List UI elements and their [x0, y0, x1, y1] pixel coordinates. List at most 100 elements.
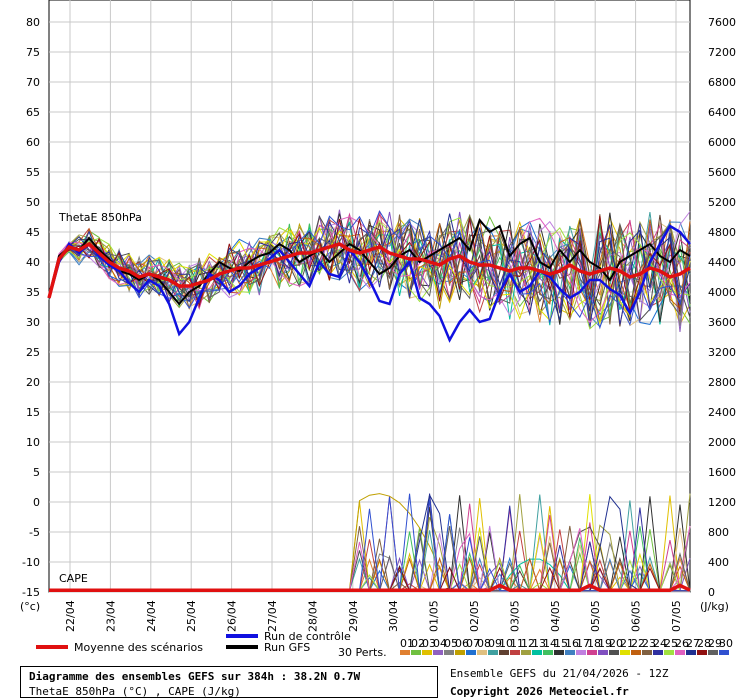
- pert-legend-swatch: [499, 650, 509, 655]
- right-axis-unit: (J/kg): [700, 600, 729, 613]
- pert-legend-swatch: [411, 650, 421, 655]
- legend-perts-label: 30 Perts.: [338, 646, 387, 659]
- pert-legend-number: 05: [444, 637, 458, 650]
- left-tick-label: 55: [26, 166, 40, 179]
- left-tick-label: 30: [26, 316, 40, 329]
- right-tick-label: 3600: [708, 316, 736, 329]
- pert-legend-swatch: [510, 650, 520, 655]
- pert-legend-number: 17: [576, 637, 590, 650]
- pert-legend-number: 29: [708, 637, 722, 650]
- footer-copyright: Copyright 2026 Meteociel.fr: [450, 685, 629, 698]
- left-tick-label: 45: [26, 226, 40, 239]
- x-tick-label: 22/04: [64, 600, 77, 632]
- x-tick-label: 06/05: [630, 600, 643, 632]
- pert-legend-number: 18: [587, 637, 601, 650]
- x-axis-ticks: 22/04 23/04 24/04 25/04 26/04 27/04 28/04 29/04…: [64, 600, 683, 632]
- pert-legend-number: 30: [719, 637, 733, 650]
- pert-legend-swatch: [631, 650, 641, 655]
- x-tick-label: 07/05: [670, 600, 683, 632]
- pert-legend-number: 28: [697, 637, 711, 650]
- left-tick-label: 65: [26, 106, 40, 119]
- left-tick-label: 15: [26, 406, 40, 419]
- pert-legend-number: 12: [521, 637, 535, 650]
- pert-line-22: [48, 219, 691, 310]
- right-axis-ticks: 7600720068006400600056005200480044004000…: [708, 16, 736, 599]
- right-tick-label: 2800: [708, 376, 736, 389]
- pert-legend-number: 25: [664, 637, 678, 650]
- footer-ensemble-run: Ensemble GEFS du 21/04/2026 - 12Z: [450, 667, 669, 680]
- x-tick-label: 03/05: [508, 600, 521, 632]
- left-tick-label: 60: [26, 136, 40, 149]
- left-axis-unit: (°c): [20, 600, 40, 613]
- pert-legend-swatch: [455, 650, 465, 655]
- pert-legend-number: 21: [620, 637, 634, 650]
- footer-info-box: Diagramme des ensembles GEFS sur 384h : …: [20, 666, 438, 698]
- right-tick-label: 800: [708, 526, 729, 539]
- right-tick-label: 5600: [708, 166, 736, 179]
- pert-legend-swatch: [675, 650, 685, 655]
- legend-gfs-label: Run GFS: [264, 641, 310, 654]
- cape-panel-label: CAPE: [59, 572, 88, 585]
- pert-legend-swatch: [620, 650, 630, 655]
- legend-mean-label: Moyenne des scénarios: [74, 641, 203, 654]
- left-tick-label: 70: [26, 76, 40, 89]
- footer-subtitle: ThetaE 850hPa (°C) , CAPE (J/kg): [29, 685, 241, 698]
- pert-legend-number: 08: [477, 637, 491, 650]
- pert-legend-number: 20: [609, 637, 623, 650]
- pert-legend-swatch: [488, 650, 498, 655]
- pert-legend-number: 09: [488, 637, 502, 650]
- left-tick-label: 25: [26, 346, 40, 359]
- ensemble-chart: 80757065605550454035302520151050-5-10-15…: [20, 0, 736, 659]
- pert-legend-number: 10: [499, 637, 513, 650]
- pert-line-30: [48, 210, 691, 330]
- pert-legend-number: 11: [510, 637, 524, 650]
- pert-legend-swatch: [466, 650, 476, 655]
- left-tick-label: 50: [26, 196, 40, 209]
- x-tick-label: 24/04: [145, 600, 158, 632]
- pert-legend-swatch: [532, 650, 542, 655]
- x-tick-label: 04/05: [549, 600, 562, 632]
- pert-legend-number: 16: [565, 637, 579, 650]
- pert-line-29: [48, 221, 691, 316]
- pert-legend-swatch: [477, 650, 487, 655]
- left-tick-label: 20: [26, 376, 40, 389]
- right-tick-label: 2000: [708, 436, 736, 449]
- pert-legend-swatch: [686, 650, 696, 655]
- right-tick-label: 4000: [708, 286, 736, 299]
- pert-legend-number: 02: [411, 637, 425, 650]
- x-tick-label: 02/05: [468, 600, 481, 632]
- left-tick-label: 5: [33, 466, 40, 479]
- gfs-run-line: [48, 217, 691, 306]
- pert-legend-swatch: [642, 650, 652, 655]
- right-tick-label: 6400: [708, 106, 736, 119]
- x-tick-label: 05/05: [589, 600, 602, 632]
- right-tick-label: 2400: [708, 406, 736, 419]
- pert-legend-swatch: [708, 650, 718, 655]
- pert-legend-swatch: [653, 650, 663, 655]
- left-tick-label: 75: [26, 46, 40, 59]
- x-tick-label: 28/04: [306, 600, 319, 632]
- legend-control-label: Run de contrôle: [264, 630, 351, 643]
- cape-mean-line: [49, 583, 691, 592]
- pert-legend-number: 03: [422, 637, 436, 650]
- pert-legend-number: 01: [400, 637, 414, 650]
- x-tick-label: 23/04: [104, 600, 117, 632]
- legend: Moyenne des scénarios Run de contrôle Ru…: [36, 630, 733, 659]
- series-lines: [47, 217, 691, 592]
- pert-legend-number: 22: [631, 637, 645, 650]
- pert-legend-number: 19: [598, 637, 612, 650]
- pert-legend-number: 15: [554, 637, 568, 650]
- pert-legend-swatch: [554, 650, 564, 655]
- right-tick-label: 0: [708, 586, 715, 599]
- x-tick-label: 27/04: [266, 600, 279, 632]
- right-tick-label: 4400: [708, 256, 736, 269]
- thetae-panel-label: ThetaE 850hPa: [58, 211, 142, 224]
- x-tick-label: 25/04: [185, 600, 198, 632]
- left-tick-label: -15: [22, 586, 40, 599]
- right-tick-label: 4800: [708, 226, 736, 239]
- right-tick-label: 3200: [708, 346, 736, 359]
- right-tick-label: 6000: [708, 136, 736, 149]
- pert-legend-number: 04: [433, 637, 447, 650]
- left-tick-label: 0: [33, 496, 40, 509]
